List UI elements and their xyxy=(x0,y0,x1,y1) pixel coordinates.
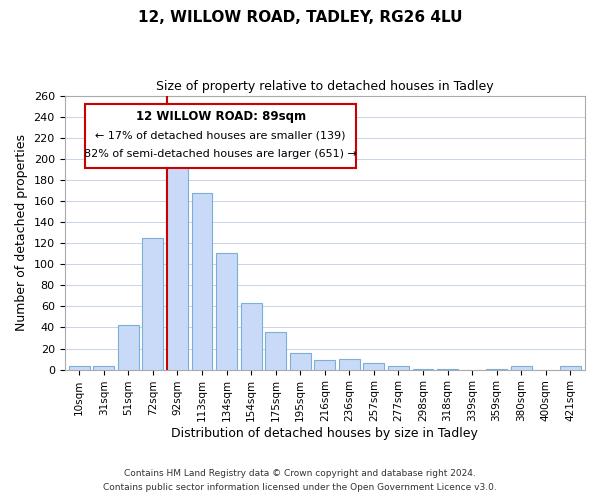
FancyBboxPatch shape xyxy=(85,104,356,168)
Bar xyxy=(511,366,532,370)
Bar xyxy=(241,303,262,370)
Text: 12, WILLOW ROAD, TADLEY, RG26 4LU: 12, WILLOW ROAD, TADLEY, RG26 4LU xyxy=(138,10,462,25)
Text: Contains public sector information licensed under the Open Government Licence v3: Contains public sector information licen… xyxy=(103,484,497,492)
Y-axis label: Number of detached properties: Number of detached properties xyxy=(15,134,28,331)
Bar xyxy=(118,326,139,370)
Bar xyxy=(560,366,581,370)
Title: Size of property relative to detached houses in Tadley: Size of property relative to detached ho… xyxy=(156,80,494,93)
Bar xyxy=(413,368,433,370)
Bar xyxy=(388,366,409,370)
Bar xyxy=(216,252,237,370)
Bar xyxy=(364,364,384,370)
Bar xyxy=(486,368,507,370)
Bar xyxy=(290,352,311,370)
Bar xyxy=(142,238,163,370)
Bar xyxy=(437,368,458,370)
Text: ← 17% of detached houses are smaller (139): ← 17% of detached houses are smaller (13… xyxy=(95,131,346,141)
Bar xyxy=(339,359,360,370)
Bar xyxy=(265,332,286,370)
Bar xyxy=(314,360,335,370)
Bar xyxy=(94,366,114,370)
Text: 82% of semi-detached houses are larger (651) →: 82% of semi-detached houses are larger (… xyxy=(84,149,357,159)
X-axis label: Distribution of detached houses by size in Tadley: Distribution of detached houses by size … xyxy=(172,427,478,440)
Text: 12 WILLOW ROAD: 89sqm: 12 WILLOW ROAD: 89sqm xyxy=(136,110,306,123)
Bar xyxy=(167,156,188,370)
Bar xyxy=(69,366,89,370)
Bar xyxy=(191,192,212,370)
Text: Contains HM Land Registry data © Crown copyright and database right 2024.: Contains HM Land Registry data © Crown c… xyxy=(124,468,476,477)
